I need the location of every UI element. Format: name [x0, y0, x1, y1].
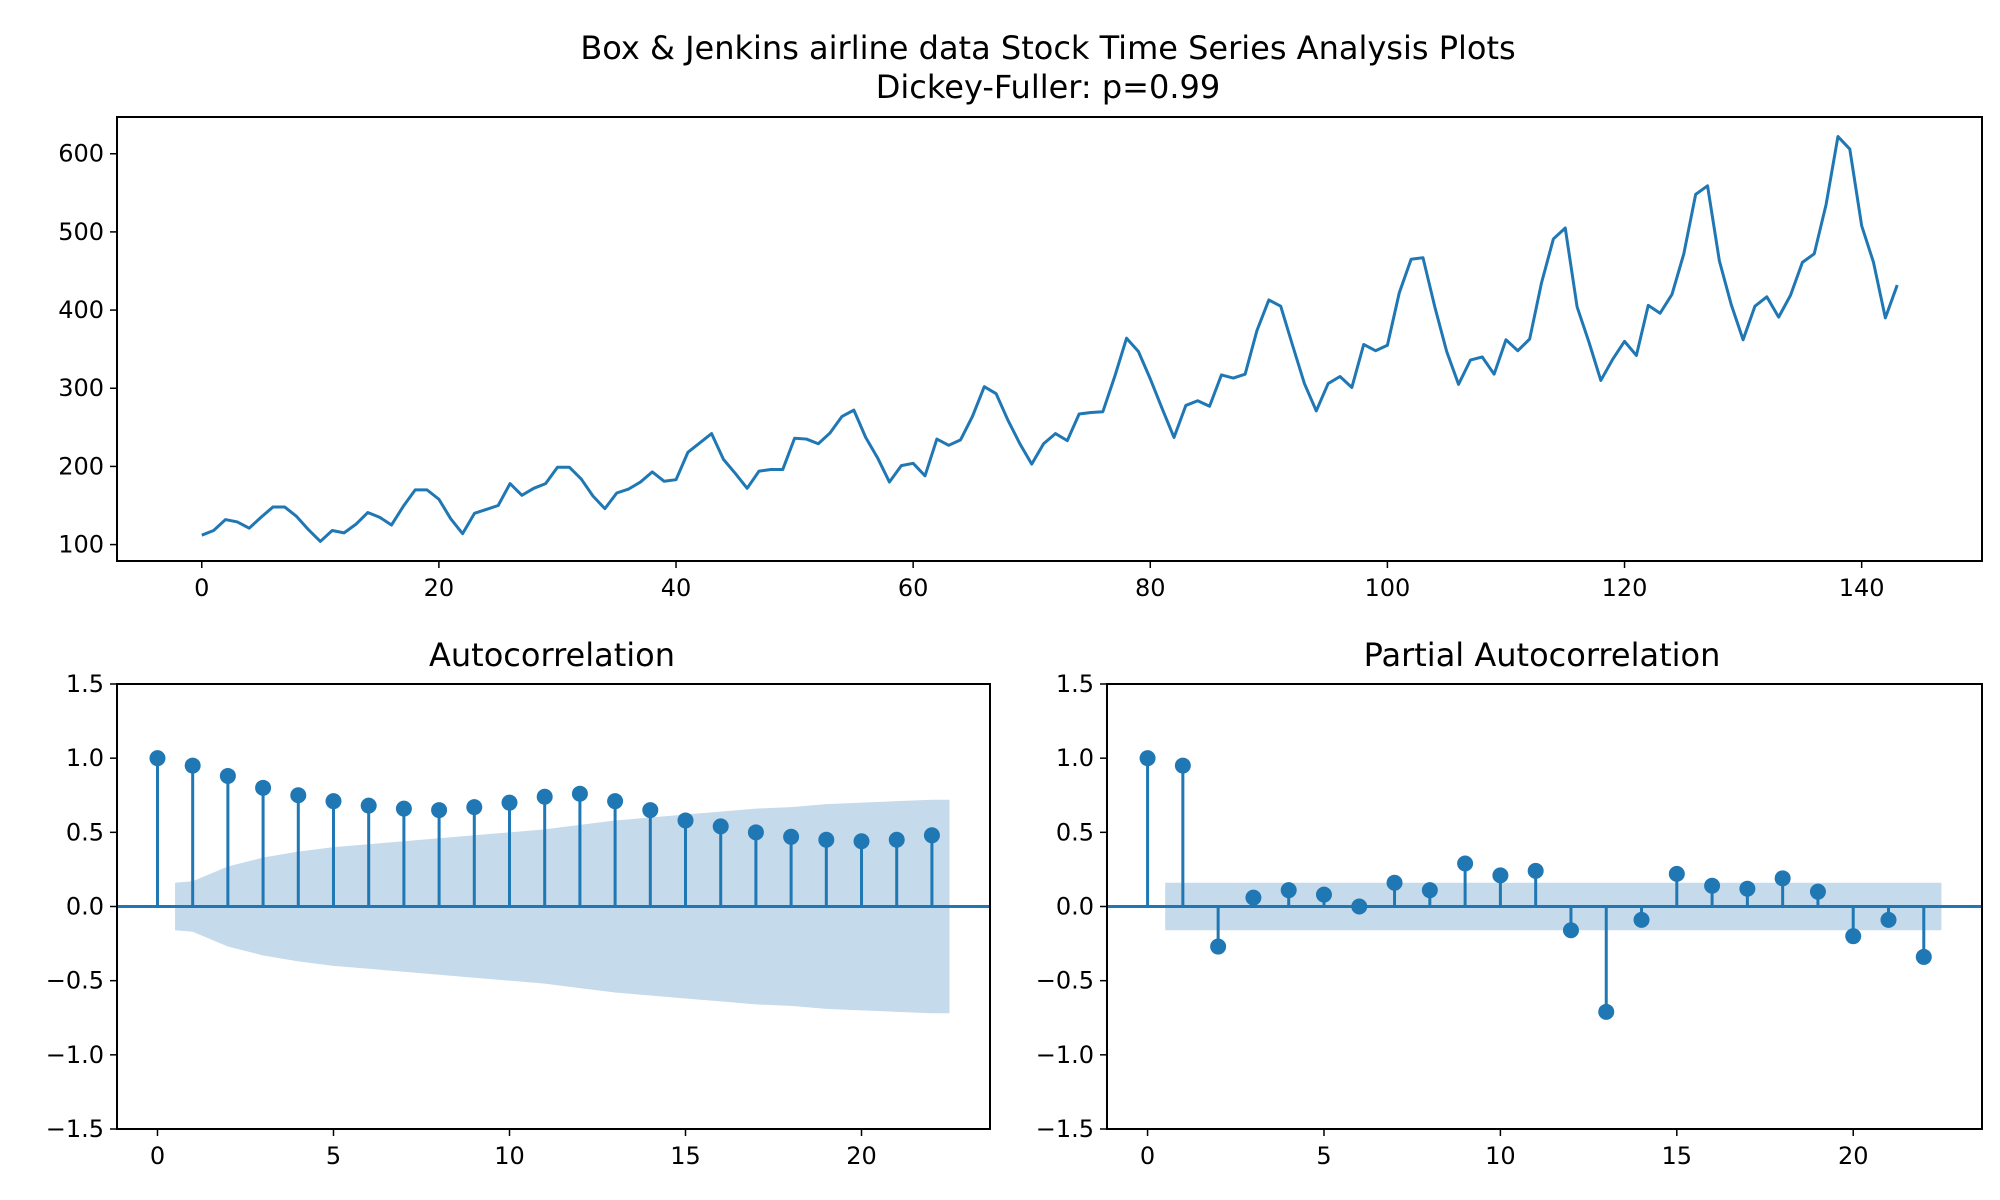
x-tick-label: 10 [494, 1142, 525, 1170]
y-tick-label: 0.0 [1056, 893, 1094, 921]
stem-marker [712, 818, 729, 835]
stem-marker [360, 797, 377, 814]
autocorrelation-panel: Autocorrelation 0 5 10 15 20 1.5 1.0 0.5 0.0 −0.5… [46, 636, 991, 1170]
stem-marker [923, 827, 940, 844]
x-tick-label: 15 [1662, 1142, 1693, 1170]
stem-marker [1315, 886, 1332, 903]
acf-title: Autocorrelation [429, 636, 675, 674]
x-tick-label: 5 [326, 1142, 341, 1170]
x-tick-label: 60 [898, 574, 929, 602]
stem-marker [466, 799, 483, 816]
stem-marker [1492, 867, 1509, 884]
series-line [201, 135, 1899, 543]
stem-marker [642, 802, 659, 819]
y-tick-label: −1.5 [1036, 1115, 1094, 1143]
stem-marker [1421, 882, 1438, 899]
x-tick-label: 15 [670, 1142, 701, 1170]
stem-marker [1245, 889, 1262, 906]
x-tick-label: 20 [1838, 1142, 1869, 1170]
stem-marker [571, 785, 588, 802]
stem-marker [818, 831, 835, 848]
time-series-panel: 0 20 40 60 80 100 120 140 100 200 300 400 500 600 [58, 116, 1983, 602]
y-tick-label: 0.5 [1056, 818, 1094, 846]
y-tick-label: 100 [58, 531, 104, 559]
stem-marker [255, 779, 272, 796]
stem-marker [677, 812, 694, 829]
x-tick-label: 10 [1485, 1142, 1516, 1170]
stem-marker [783, 828, 800, 845]
stem-marker [325, 793, 342, 810]
stem-marker [290, 787, 307, 804]
stem-marker [1774, 870, 1791, 887]
partial-autocorrelation-panel: Partial Autocorrelation 0 5 10 15 20 1.5 1.0 0.… [1036, 636, 1983, 1170]
stem-marker [888, 831, 905, 848]
stem-marker [1915, 948, 1932, 965]
y-tick-label: −1.0 [1036, 1041, 1094, 1069]
stem-marker [1668, 865, 1685, 882]
figure-subtitle: Dickey-Fuller: p=0.99 [876, 68, 1220, 106]
x-tick-label: 0 [194, 574, 209, 602]
stem-marker [1739, 880, 1756, 897]
x-tick-label: 120 [1602, 574, 1648, 602]
x-tick-label: 20 [424, 574, 455, 602]
y-tick-label: −1.5 [46, 1115, 104, 1143]
stem-marker [1809, 883, 1826, 900]
x-tick-label: 40 [661, 574, 692, 602]
stem-marker [184, 757, 201, 774]
stem-marker [1351, 898, 1368, 915]
x-tick-label: 20 [846, 1142, 877, 1170]
y-tick-label: −0.5 [46, 967, 104, 995]
x-tick-label: 5 [1316, 1142, 1331, 1170]
stem-marker [1280, 882, 1297, 899]
stem-marker [1139, 750, 1156, 767]
stem-marker [1210, 938, 1227, 955]
x-tick-label: 0 [150, 1142, 165, 1170]
stem-marker [607, 793, 624, 810]
stem-marker [853, 833, 870, 850]
stem-marker [395, 800, 412, 817]
y-tick-label: 300 [58, 374, 104, 402]
y-tick-label: 400 [58, 296, 104, 324]
stem-marker [1527, 862, 1544, 879]
x-tick-label: 0 [1140, 1142, 1155, 1170]
y-tick-label: 0.5 [66, 818, 104, 846]
stem-marker [149, 750, 166, 767]
x-tick-label: 140 [1839, 574, 1885, 602]
y-tick-label: 1.0 [66, 744, 104, 772]
stem-marker [536, 788, 553, 805]
y-tick-label: 1.5 [66, 670, 104, 698]
stem-marker [431, 802, 448, 819]
y-tick-label: 1.0 [1056, 744, 1094, 772]
y-tick-label: 500 [58, 218, 104, 246]
y-tick-label: 200 [58, 452, 104, 480]
pacf-title: Partial Autocorrelation [1364, 636, 1721, 674]
stem-marker [1174, 757, 1191, 774]
stem-marker [1562, 922, 1579, 939]
y-tick-label: 600 [58, 140, 104, 168]
x-tick-label: 80 [1135, 574, 1166, 602]
stem-marker [1457, 855, 1474, 872]
stem-marker [501, 794, 518, 811]
stem-marker [1386, 874, 1403, 891]
stem-marker [1845, 928, 1862, 945]
stem-marker [747, 824, 764, 841]
figure-title: Box & Jenkins airline data Stock Time Se… [580, 29, 1515, 67]
y-tick-label: 1.5 [1056, 670, 1094, 698]
stem-marker [1598, 1003, 1615, 1020]
stem-marker [1704, 877, 1721, 894]
stem-marker [219, 767, 236, 784]
y-tick-label: 0.0 [66, 893, 104, 921]
y-tick-label: −0.5 [1036, 967, 1094, 995]
stem-marker [1633, 911, 1650, 928]
axes-frame [116, 116, 1983, 562]
x-tick-label: 100 [1364, 574, 1410, 602]
y-tick-label: −1.0 [46, 1041, 104, 1069]
stem-marker [1880, 911, 1897, 928]
